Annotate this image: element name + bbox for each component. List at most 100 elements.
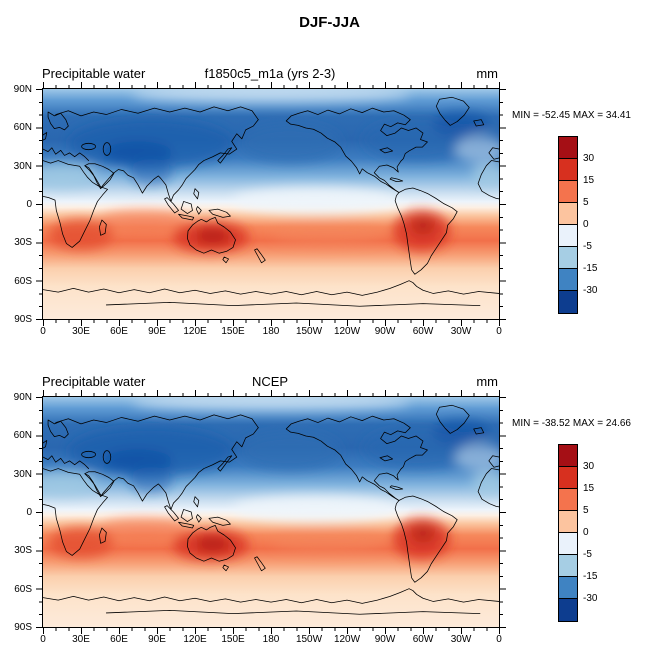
panel-model: Precipitable water f1850c5_m1a (yrs 2-3)…: [0, 60, 659, 360]
x-tick-label: 90W: [374, 326, 396, 337]
min-max-stats: MIN = -38.52 MAX = 24.66: [512, 418, 631, 429]
colorbar-segment: [559, 180, 577, 203]
colorbar-tick-label: -5: [583, 549, 592, 560]
x-tick-label: 120E: [183, 634, 207, 645]
y-tick-label: 90S: [14, 622, 32, 633]
x-axis-ticks-bottom: [43, 320, 500, 326]
colorbar-labels: 30 15 5 0 -5 -15 -30: [583, 444, 613, 620]
colorbar-segment: [559, 445, 577, 467]
map-plot-model: [42, 88, 500, 320]
units-label: mm: [476, 66, 498, 81]
x-axis-labels: 0 30E 60E 90E 120E 150E 180 150W 120W 90…: [40, 326, 502, 338]
y-axis-labels: 90N 60N 30N 0 30S 60S 90S: [0, 84, 34, 325]
x-tick-label: 180: [262, 634, 280, 645]
y-tick-label: 90N: [13, 84, 32, 95]
x-tick-label: 30W: [450, 326, 472, 337]
x-tick-label: 90E: [148, 634, 166, 645]
colorbar-segment: [559, 488, 577, 511]
y-tick-label: 60N: [13, 122, 32, 133]
x-tick-label: 90W: [374, 634, 396, 645]
x-tick-label: 60W: [412, 634, 434, 645]
world-map: [43, 89, 499, 319]
colorbar-segment: [559, 202, 577, 225]
y-tick-label: 60S: [14, 276, 32, 287]
y-axis-ticks-right: [500, 89, 506, 320]
x-tick-label: 0: [40, 326, 46, 337]
panel-ncep: Precipitable water NCEP mm 90N 60N 30N 0…: [0, 368, 659, 661]
colorbar-tick-label: 0: [583, 527, 589, 538]
x-tick-label: 30E: [72, 634, 90, 645]
colorbar-labels: 30 15 5 0 -5 -15 -30: [583, 136, 613, 312]
x-tick-label: 60E: [110, 634, 128, 645]
colorbar-segment: [559, 598, 577, 621]
figure-title: DJF-JJA: [299, 14, 360, 31]
colorbar-tick-label: 0: [583, 219, 589, 230]
x-axis-ticks-top: [43, 390, 500, 396]
y-tick-label: 30S: [14, 545, 32, 556]
colorbar-tick-label: 30: [583, 153, 595, 164]
x-tick-label: 0: [40, 634, 46, 645]
colorbar-tick-label: -15: [583, 571, 598, 582]
colorbar-segment: [559, 137, 577, 159]
colorbar-tick-label: -30: [583, 285, 598, 296]
y-tick-label: 30S: [14, 237, 32, 248]
colorbar-segment: [559, 576, 577, 599]
colorbar-tick-label: 5: [583, 505, 589, 516]
y-tick-label: 30N: [13, 469, 32, 480]
colorbar-tick-label: -5: [583, 241, 592, 252]
x-tick-label: 90E: [148, 326, 166, 337]
x-tick-label: 30W: [450, 634, 472, 645]
colorbar: [558, 136, 578, 314]
colorbar-tick-label: -30: [583, 593, 598, 604]
panel-header: Precipitable water NCEP mm: [42, 374, 498, 389]
world-map: [43, 397, 499, 627]
panel-header: Precipitable water f1850c5_m1a (yrs 2-3)…: [42, 66, 498, 81]
colorbar-tick-label: 15: [583, 483, 595, 494]
x-tick-label: 60W: [412, 326, 434, 337]
y-axis-ticks-left: [36, 397, 42, 628]
x-tick-label: 150W: [295, 634, 323, 645]
field-label: Precipitable water: [42, 374, 146, 389]
colorbar-tick-label: 30: [583, 461, 595, 472]
colorbar-segment: [559, 532, 577, 555]
x-axis-labels: 0 30E 60E 90E 120E 150E 180 150W 120W 90…: [40, 634, 502, 646]
x-tick-label: 0: [496, 634, 502, 645]
colorbar-segment: [559, 554, 577, 577]
x-tick-label: 150E: [221, 634, 245, 645]
y-axis-ticks-right: [500, 397, 506, 628]
case-label: f1850c5_m1a (yrs 2-3): [204, 66, 336, 81]
colorbar-segment: [559, 158, 577, 181]
x-tick-label: 0: [496, 326, 502, 337]
x-tick-label: 30E: [72, 326, 90, 337]
y-tick-label: 90N: [13, 392, 32, 403]
colorbar-tick-label: 5: [583, 197, 589, 208]
y-tick-label: 60N: [13, 430, 32, 441]
y-tick-label: 90S: [14, 314, 32, 325]
case-label: NCEP: [251, 374, 289, 389]
colorbar-segment: [559, 290, 577, 313]
x-tick-label: 150W: [295, 326, 323, 337]
x-axis-ticks-bottom: [43, 628, 500, 634]
x-tick-label: 150E: [221, 326, 245, 337]
x-tick-label: 180: [262, 326, 280, 337]
y-tick-label: 0: [26, 199, 32, 210]
colorbar-segment: [559, 510, 577, 533]
min-max-stats: MIN = -52.45 MAX = 34.41: [512, 110, 631, 121]
colorbar-segment: [559, 246, 577, 269]
x-tick-label: 120W: [333, 634, 361, 645]
y-tick-label: 60S: [14, 584, 32, 595]
y-tick-label: 30N: [13, 161, 32, 172]
x-tick-label: 120W: [333, 326, 361, 337]
colorbar: [558, 444, 578, 622]
map-plot-ncep: [42, 396, 500, 628]
x-tick-label: 120E: [183, 326, 207, 337]
x-axis-ticks-top: [43, 82, 500, 88]
colorbar-segment: [559, 224, 577, 247]
x-tick-label: 60E: [110, 326, 128, 337]
units-label: mm: [476, 374, 498, 389]
colorbar-segment: [559, 268, 577, 291]
y-axis-ticks-left: [36, 89, 42, 320]
field-label: Precipitable water: [42, 66, 146, 81]
colorbar-tick-label: -15: [583, 263, 598, 274]
